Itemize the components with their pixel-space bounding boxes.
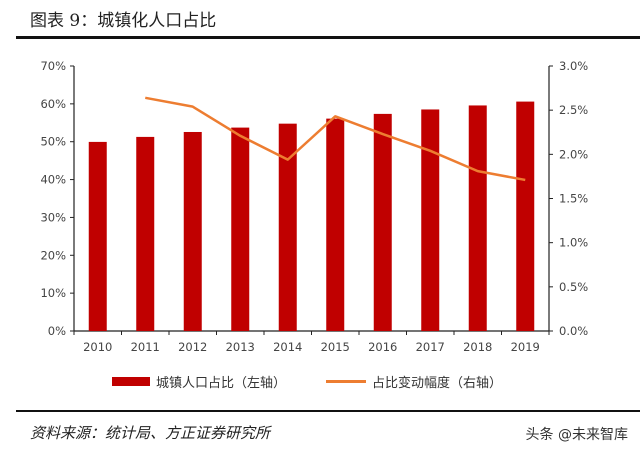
legend-label-bar: 城镇人口占比（左轴） [156,376,287,391]
bar [421,109,440,332]
x-tick-label: 2013 [226,340,255,354]
right-tick-label: 2.0% [559,147,588,161]
right-tick-label: 1.5% [559,192,588,206]
x-tick-label: 2014 [273,340,302,354]
bar [516,101,535,331]
left-tick-label: 60% [40,97,66,111]
x-tick-label: 2019 [511,340,540,354]
left-tick-label: 40% [40,173,66,187]
left-tick-label: 30% [40,210,66,224]
bar [373,113,392,331]
watermark: 头条 @未来智库 [525,427,628,443]
x-tick-label: 2011 [131,340,160,354]
x-tick-label: 2018 [463,340,492,354]
bar [468,105,487,331]
bar [278,123,297,331]
legend-item-bar: 城镇人口占比（左轴） [112,372,286,391]
source-note: 资料来源：统计局、方正证券研究所 [30,424,271,442]
source-rule [16,410,640,412]
chart: 0% 10% 20% 30% 40% 50% 60% 70% 0.0% 0.5% 1.0% 1.5% 2… [40,59,588,354]
bar [183,131,202,331]
x-tick-label: 2010 [83,340,112,354]
right-tick-label: 2.5% [559,103,588,117]
legend-item-line: 占比变动幅度（右轴） [326,372,502,391]
left-tick-label: 20% [40,248,66,262]
left-tick-label: 10% [40,286,66,300]
title-rule [16,36,640,39]
legend-swatch-line [326,380,366,383]
bar [136,136,155,331]
left-tick-label: 50% [40,135,66,149]
bar [231,127,250,332]
left-tick-label: 70% [40,59,66,73]
bar [88,141,107,331]
right-tick-label: 3.0% [559,59,588,73]
bar [326,118,345,331]
x-tick-label: 2015 [321,340,350,354]
legend-label-line: 占比变动幅度（右轴） [372,376,503,391]
right-tick-label: 0.0% [559,324,588,338]
x-tick-label: 2016 [368,340,397,354]
right-tick-label: 1.0% [559,236,588,250]
figure-title: 图表 9：城镇化人口占比 [30,11,217,31]
x-tick-label: 2017 [416,340,445,354]
right-tick-label: 0.5% [559,280,588,294]
legend-swatch-bar [112,377,150,386]
left-tick-label: 0% [48,324,66,338]
x-tick-label: 2012 [178,340,207,354]
